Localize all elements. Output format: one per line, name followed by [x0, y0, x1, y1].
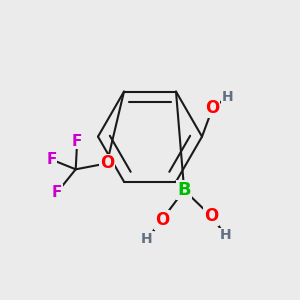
Text: O: O	[205, 99, 220, 117]
Text: H: H	[220, 228, 232, 242]
Text: O: O	[155, 211, 169, 229]
Text: O: O	[204, 207, 218, 225]
Text: F: F	[46, 152, 56, 167]
Text: B: B	[177, 181, 191, 199]
Text: F: F	[52, 185, 62, 200]
Text: H: H	[141, 232, 153, 246]
Text: H: H	[222, 89, 234, 103]
Text: F: F	[72, 134, 83, 148]
Text: O: O	[100, 154, 114, 172]
